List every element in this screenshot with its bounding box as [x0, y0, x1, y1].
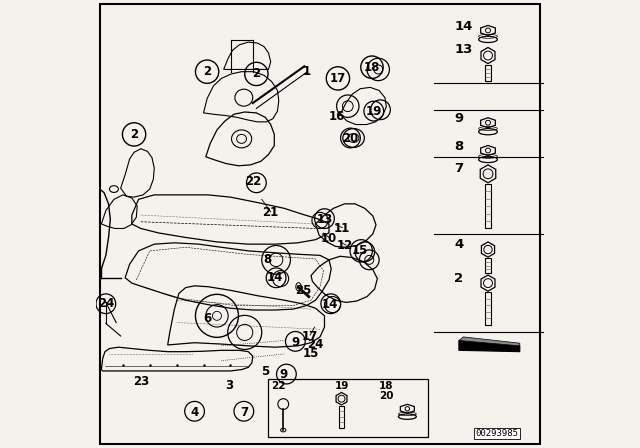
- Text: 7: 7: [454, 161, 463, 175]
- Polygon shape: [459, 340, 520, 352]
- Text: 10: 10: [321, 232, 337, 245]
- Text: 20: 20: [342, 132, 358, 146]
- Text: 2: 2: [252, 67, 260, 81]
- Text: 5: 5: [261, 365, 269, 379]
- Text: 3: 3: [225, 379, 234, 392]
- Text: 2: 2: [454, 272, 463, 285]
- Text: 13: 13: [454, 43, 473, 56]
- Text: 14: 14: [454, 20, 473, 34]
- Text: 25: 25: [295, 284, 311, 297]
- Text: 14: 14: [322, 298, 338, 311]
- FancyBboxPatch shape: [485, 258, 491, 273]
- Text: 2: 2: [203, 65, 211, 78]
- Text: 00293985: 00293985: [476, 429, 518, 438]
- Text: 17: 17: [330, 72, 346, 85]
- Text: 17: 17: [302, 329, 318, 343]
- Text: 6: 6: [203, 311, 211, 325]
- Text: 9: 9: [279, 367, 287, 381]
- FancyBboxPatch shape: [485, 184, 491, 228]
- FancyBboxPatch shape: [339, 406, 344, 428]
- Text: 4: 4: [191, 405, 198, 419]
- Text: 8: 8: [263, 253, 271, 267]
- Polygon shape: [459, 337, 520, 346]
- Text: 4: 4: [454, 238, 463, 251]
- Text: 13: 13: [316, 213, 333, 226]
- Text: 8: 8: [454, 140, 463, 154]
- Text: 19: 19: [334, 381, 349, 391]
- FancyBboxPatch shape: [269, 379, 428, 437]
- Text: 9: 9: [291, 336, 300, 349]
- Text: 23: 23: [132, 375, 149, 388]
- Text: 7: 7: [240, 405, 248, 419]
- Text: 12: 12: [337, 239, 353, 252]
- Text: 24: 24: [307, 338, 324, 352]
- FancyBboxPatch shape: [485, 65, 491, 81]
- FancyBboxPatch shape: [100, 4, 540, 444]
- Text: 11: 11: [333, 222, 349, 235]
- Text: 2: 2: [130, 128, 138, 141]
- Text: 15: 15: [352, 244, 369, 258]
- Text: 22: 22: [246, 175, 262, 188]
- Text: 24: 24: [98, 297, 114, 310]
- Text: 16: 16: [329, 110, 345, 123]
- Text: 18: 18: [379, 381, 394, 391]
- FancyBboxPatch shape: [485, 292, 491, 325]
- Text: 19: 19: [365, 104, 382, 118]
- Text: 18: 18: [364, 60, 380, 74]
- Text: 9: 9: [454, 112, 463, 125]
- Text: 1: 1: [303, 65, 310, 78]
- Text: 15: 15: [303, 347, 319, 361]
- Text: 14: 14: [267, 271, 284, 284]
- Text: 21: 21: [262, 206, 278, 220]
- Text: 20: 20: [379, 392, 394, 401]
- Text: 22: 22: [271, 381, 286, 391]
